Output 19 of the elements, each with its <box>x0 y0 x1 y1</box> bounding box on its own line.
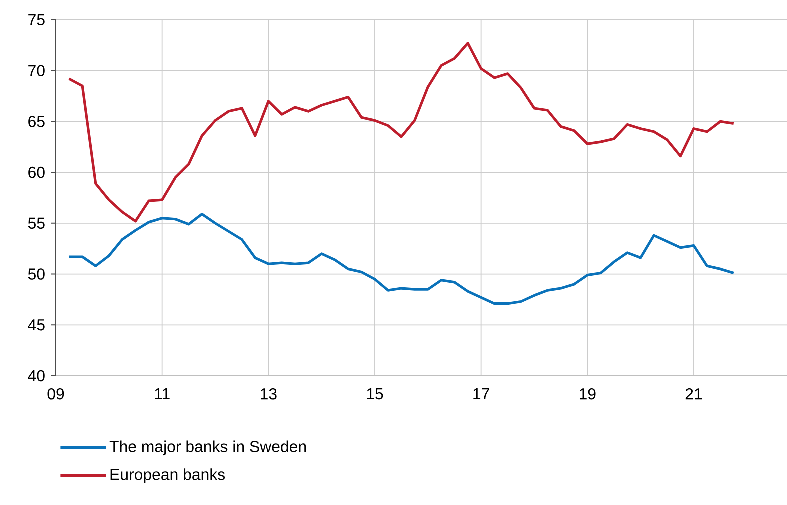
x-tick-label: 19 <box>580 388 596 400</box>
x-tick-label: 11 <box>155 388 170 400</box>
y-tick-label: 65 <box>28 116 45 128</box>
legend-label: European banks <box>110 468 226 484</box>
line-series <box>68 42 736 223</box>
y-tick-label: 60 <box>28 166 45 178</box>
y-tick-label: 55 <box>28 218 45 229</box>
legend-label: The major banks in Sweden <box>110 440 306 456</box>
y-tick-label: 75 <box>28 14 45 26</box>
x-tick-label: 13 <box>261 388 277 400</box>
y-tick-label: 45 <box>28 320 45 331</box>
x-tick-label: 17 <box>474 388 490 400</box>
x-tick-label: 15 <box>367 388 384 400</box>
line-series <box>68 212 736 306</box>
x-tick-label: 21 <box>686 388 702 400</box>
y-tick-label: 50 <box>28 268 45 280</box>
x-tick-label: 09 <box>48 388 64 400</box>
y-tick-label: 70 <box>28 65 45 76</box>
y-tick-label: 40 <box>28 370 45 382</box>
